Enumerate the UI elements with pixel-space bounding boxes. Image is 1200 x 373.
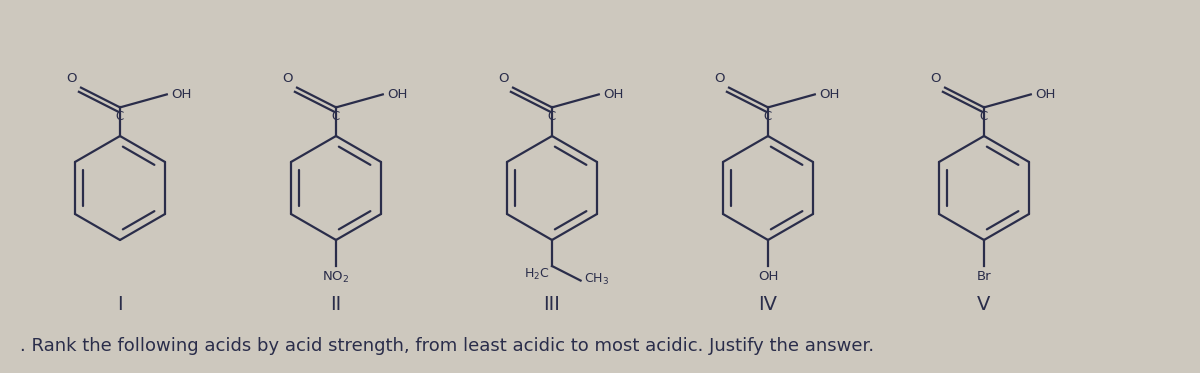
Text: Br: Br: [977, 270, 991, 283]
Text: OH: OH: [758, 270, 778, 283]
Text: C: C: [548, 110, 556, 123]
Text: II: II: [330, 295, 342, 314]
Text: . Rank the following acids by acid strength, from least acidic to most acidic. J: . Rank the following acids by acid stren…: [20, 337, 874, 355]
Text: C: C: [332, 110, 340, 123]
Text: O: O: [930, 72, 941, 85]
Text: CH$_3$: CH$_3$: [583, 272, 608, 287]
Text: C: C: [764, 110, 772, 123]
Text: NO$_2$: NO$_2$: [323, 270, 349, 285]
Text: O: O: [282, 72, 293, 85]
Text: OH: OH: [602, 88, 623, 101]
Text: OH: OH: [386, 88, 407, 101]
Text: OH: OH: [818, 88, 839, 101]
Text: I: I: [118, 295, 122, 314]
Text: OH: OH: [1034, 88, 1055, 101]
Text: O: O: [66, 72, 77, 85]
Text: H$_2$C: H$_2$C: [524, 267, 550, 282]
Text: OH: OH: [170, 88, 191, 101]
Text: III: III: [544, 295, 560, 314]
Text: O: O: [714, 72, 725, 85]
Text: V: V: [977, 295, 991, 314]
Text: C: C: [116, 110, 124, 123]
Text: O: O: [498, 72, 509, 85]
Text: IV: IV: [758, 295, 778, 314]
Text: C: C: [980, 110, 988, 123]
